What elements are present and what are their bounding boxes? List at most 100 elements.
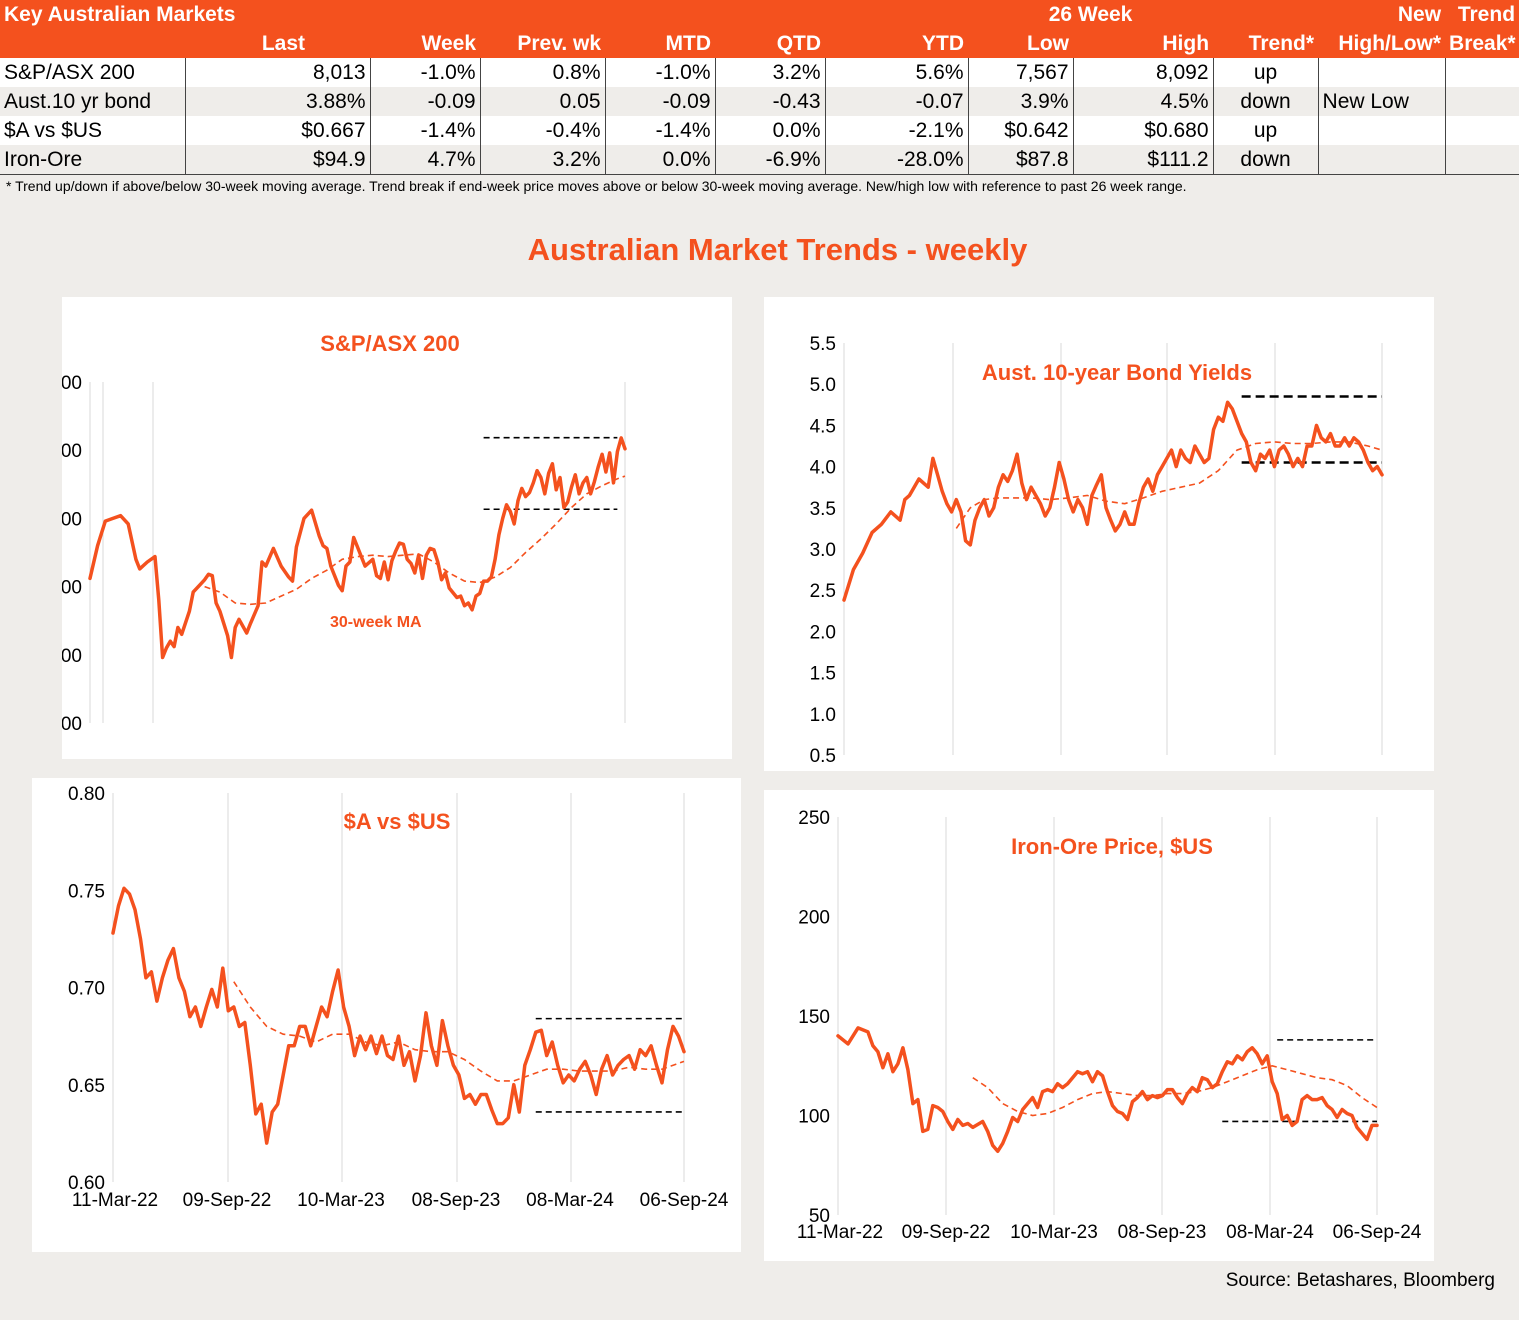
- moving-average-line: [972, 1064, 1378, 1117]
- cell-last: $94.9: [185, 145, 371, 175]
- cell-low: $87.8: [968, 145, 1074, 175]
- cell-week: 4.7%: [370, 145, 481, 175]
- cell-new-high-low: [1318, 145, 1446, 175]
- cell-trend-break: [1445, 87, 1519, 116]
- series-line: [836, 1026, 1379, 1154]
- chart-title: Iron-Ore Price, $US: [1011, 834, 1213, 859]
- table-row: Iron-Ore $94.9 4.7% 3.2% 0.0% -6.9% -28.…: [0, 145, 1519, 175]
- cell-prev: 0.8%: [480, 58, 606, 87]
- cell-new-high-low: [1318, 116, 1446, 145]
- cell-week: -1.4%: [370, 116, 481, 145]
- y-tick-label: 3.5: [810, 499, 836, 520]
- header-trend-star: Trend*: [1213, 29, 1319, 58]
- cell-name: Iron-Ore: [0, 145, 186, 175]
- chart-title: S&P/ASX 200: [320, 331, 459, 356]
- y-tick-label: 3.0: [810, 540, 836, 561]
- y-tick-label: 150: [798, 1007, 830, 1028]
- x-tick-label: 10-Mar-23: [297, 1190, 385, 1211]
- chart-panel-iron-ore: 50 100 150 200 250 11-Mar-22 09-Sep-22 10-Mar-2…: [764, 790, 1434, 1261]
- cell-last: 3.88%: [185, 87, 371, 116]
- cell-last: 8,013: [185, 58, 371, 87]
- y-tick-label: 100: [798, 1107, 830, 1128]
- series-line: [111, 886, 686, 1145]
- header-last: Last: [185, 29, 371, 58]
- table-header-row-1: Key Australian Markets 26 Week New Trend: [0, 0, 1519, 29]
- cell-week: -0.09: [370, 87, 481, 116]
- header-high-low: High/Low*: [1318, 29, 1446, 58]
- cell-trend-break: [1445, 58, 1519, 87]
- chart-bond-yields: 0.5 1.0 1.5 2.0 2.5 3.0 3.5 4.0 4.5 5.0 5.5 Aust. 1…: [810, 334, 1384, 767]
- cell-ytd: -28.0%: [825, 145, 969, 175]
- cell-new-high-low: [1318, 58, 1446, 87]
- cell-prev: -0.4%: [480, 116, 606, 145]
- header-ytd: YTD: [825, 29, 969, 58]
- y-tick-label: 50: [809, 1206, 830, 1227]
- table-title: Key Australian Markets: [0, 0, 371, 29]
- header-mtd: MTD: [605, 29, 716, 58]
- cell-ytd: -0.07: [825, 87, 969, 116]
- cell-new-high-low: New Low: [1318, 87, 1446, 116]
- table-header-row-2: Last Week Prev. wk MTD QTD YTD Low High …: [0, 29, 1519, 58]
- header-break: Break*: [1445, 29, 1519, 58]
- y-tick-label: 1.0: [810, 705, 836, 726]
- y-tick-label: 5.5: [810, 334, 836, 355]
- y-tick-label: 2.5: [810, 581, 836, 602]
- table-row: Aust.10 yr bond 3.88% -0.09 0.05 -0.09 -…: [0, 87, 1519, 116]
- markets-table: Key Australian Markets 26 Week New Trend…: [0, 0, 1519, 175]
- cell-prev: 0.05: [480, 87, 606, 116]
- x-tick-label: 06-Sep-24: [1333, 1222, 1422, 1243]
- cell-mtd: -1.4%: [605, 116, 716, 145]
- table-row: S&P/ASX 200 8,013 -1.0% 0.8% -1.0% 3.2% …: [0, 58, 1519, 87]
- chart-title: Aust. 10-year Bond Yields: [982, 360, 1252, 385]
- header-prev-wk: Prev. wk: [480, 29, 606, 58]
- chart-aud-usd: 0.60 0.65 0.70 0.75 0.80 11-Mar-22 09-Sep-22 10…: [68, 784, 729, 1211]
- source-note: Source: Betashares, Bloomberg: [1225, 1270, 1495, 1291]
- y-tick-label: 0.5: [810, 746, 836, 767]
- y-tick-label: 250: [798, 808, 830, 829]
- cell-trend-break: [1445, 145, 1519, 175]
- cell-prev: 3.2%: [480, 145, 606, 175]
- cell-name: S&P/ASX 200: [0, 58, 186, 87]
- chart-iron-ore: 50 100 150 200 250 11-Mar-22 09-Sep-22 10-Mar-2…: [797, 808, 1422, 1243]
- header-high: High: [1073, 29, 1214, 58]
- cell-high: $0.680: [1073, 116, 1214, 145]
- cell-trend: up: [1213, 58, 1319, 87]
- y-tick-label: 4.5: [810, 416, 836, 437]
- cell-low: 3.9%: [968, 87, 1074, 116]
- series-line: [842, 400, 1384, 602]
- series-line: [88, 436, 627, 660]
- y-tick-label: 8,000: [62, 441, 82, 462]
- y-tick-label: 4.0: [810, 458, 836, 479]
- cell-mtd: 0.0%: [605, 145, 716, 175]
- cell-name: $A vs $US: [0, 116, 186, 145]
- cell-trend: down: [1213, 145, 1319, 175]
- y-tick-label: 8,500: [62, 373, 82, 394]
- x-tick-label: 08-Sep-23: [1118, 1222, 1207, 1243]
- y-tick-label: 0.65: [68, 1076, 105, 1097]
- group-header-26-week: 26 Week: [968, 0, 1214, 29]
- header-low: Low: [968, 29, 1074, 58]
- cell-qtd: -6.9%: [715, 145, 826, 175]
- chart-panel-aud-usd: 0.60 0.65 0.70 0.75 0.80 11-Mar-22 09-Sep-22 10…: [32, 778, 741, 1252]
- y-tick-label: 6,000: [62, 714, 82, 735]
- cell-trend: up: [1213, 116, 1319, 145]
- cell-low: $0.642: [968, 116, 1074, 145]
- cell-mtd: -0.09: [605, 87, 716, 116]
- chart-asx200: 6,000 6,500 7,000 7,500 8,000 8,500 S&P/ASX 20…: [62, 331, 627, 735]
- x-tick-label: 11-Mar-22: [72, 1190, 158, 1211]
- x-tick-label: 09-Sep-22: [902, 1222, 991, 1243]
- y-tick-label: 0.75: [68, 881, 105, 902]
- y-tick-label: 6,500: [62, 646, 82, 667]
- cell-qtd: 3.2%: [715, 58, 826, 87]
- cell-last: $0.667: [185, 116, 371, 145]
- cell-qtd: 0.0%: [715, 116, 826, 145]
- x-tick-label: 06-Sep-24: [640, 1190, 729, 1211]
- x-tick-label: 09-Sep-22: [183, 1190, 272, 1211]
- y-tick-label: 0.60: [68, 1173, 105, 1194]
- header-new: New: [1318, 0, 1446, 29]
- cell-ytd: -2.1%: [825, 116, 969, 145]
- cell-name: Aust.10 yr bond: [0, 87, 186, 116]
- x-tick-label: 08-Mar-24: [1226, 1222, 1314, 1243]
- main-title: Australian Market Trends - weekly: [527, 232, 1028, 267]
- y-tick-label: 0.70: [68, 979, 105, 1000]
